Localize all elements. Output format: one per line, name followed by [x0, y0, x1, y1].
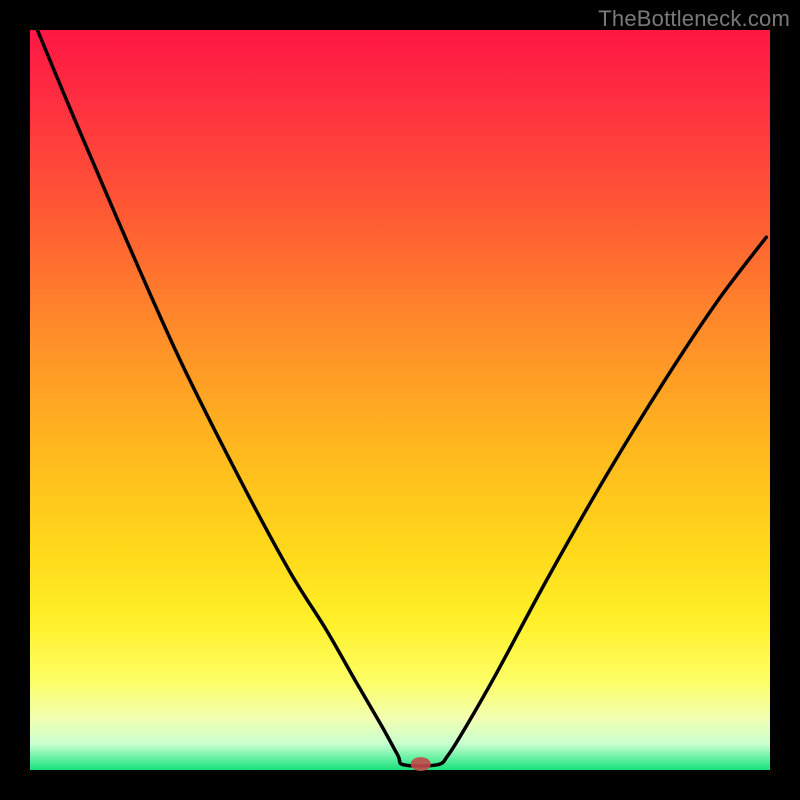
bottleneck-chart	[0, 0, 800, 800]
optimal-point-marker	[411, 757, 431, 771]
gradient-background	[30, 30, 770, 770]
chart-container: TheBottleneck.com	[0, 0, 800, 800]
